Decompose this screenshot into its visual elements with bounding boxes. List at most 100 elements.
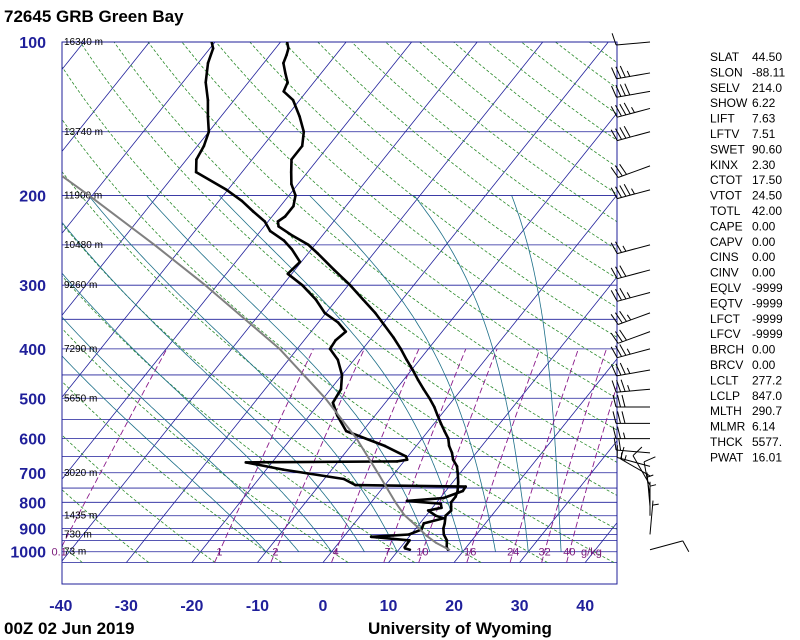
wind-barb-half-flag [652, 503, 659, 506]
wind-barb-half-flag [626, 314, 632, 321]
dewpoint-profile-segment [334, 330, 348, 342]
dry-adiabat [62, 171, 548, 563]
temperature-profile-segment [373, 311, 387, 327]
moist-adiabat [62, 355, 267, 552]
mixing-ratio-labels: 0.1 1 2 4 7 10 16 24 32 40 g/kg [51, 547, 601, 559]
index-value: 277.2 [752, 373, 782, 387]
wind-barb-flag [614, 165, 623, 177]
temperature-profile-segment [399, 347, 408, 362]
wind-barb-flag [615, 289, 622, 301]
dry-adiabat [62, 489, 149, 563]
temperature-tick-label: 40 [576, 598, 594, 615]
wind-barb-half-flag [626, 367, 631, 374]
wind-barb-flag [682, 540, 690, 552]
wind-barb-flag [619, 344, 627, 356]
temperature-tick-label: -20 [180, 598, 203, 615]
pressure-tick-label: 700 [19, 466, 46, 483]
dewpoint-profile-segment [422, 516, 445, 525]
dewpoint-profile-segment [383, 444, 408, 458]
wind-barb-half-flag [623, 432, 626, 439]
wind-barb-half-flag [627, 385, 631, 392]
wind-barb-flag [611, 33, 617, 46]
parcel-path-segment [403, 514, 421, 530]
index-label: LCLP [710, 389, 740, 403]
wind-barb [649, 481, 657, 516]
wind-barb-half-flag [626, 292, 631, 299]
wind-barb-flag [617, 394, 621, 408]
wind-barb-flag [617, 426, 621, 439]
dewpoint-profile-segment [263, 220, 272, 233]
dry-adiabat [62, 380, 282, 563]
mixing-ratio-label: 40 [563, 547, 575, 559]
wind-barb [610, 163, 651, 178]
moist-adiabat [511, 195, 562, 552]
parcel-path-segment [12, 132, 39, 160]
mixing-ratio-label: 32 [538, 547, 550, 559]
isotherm-line [62, 42, 412, 480]
index-label: SWET [710, 142, 745, 156]
wind-barb-shaft [616, 90, 651, 98]
wind-barb [610, 287, 651, 302]
wind-barbs [610, 33, 690, 552]
parcel-path-segment [355, 437, 379, 474]
wind-barb-flag [615, 84, 622, 97]
wind-barb-flag [610, 187, 618, 199]
wind-barb-flag [610, 346, 618, 358]
parcel-path [12, 132, 451, 551]
temperature-profile-segment [276, 215, 287, 223]
temperature-profile-segment [332, 268, 352, 287]
wind-barb-flag [619, 265, 627, 277]
isotherm-line [126, 42, 544, 563]
temperature-profile-segment [316, 252, 336, 272]
wind-barb [610, 125, 651, 142]
wind-barb [612, 411, 651, 424]
index-value: -9999 [752, 281, 783, 295]
height-label: 5650 m [64, 393, 97, 404]
parcel-path-segment [88, 194, 156, 246]
mixing-ratio-line [466, 348, 541, 563]
temperature-profile-segment [277, 225, 295, 238]
wind-barb [611, 362, 651, 377]
temperature-axis: -40 -30 -20 -10 0 10 20 30 40 [49, 598, 594, 615]
wind-barb-flag [619, 103, 627, 116]
parcel-path-segment [418, 527, 428, 537]
index-label: SLON [710, 65, 743, 79]
index-value: 6.22 [752, 96, 776, 110]
index-value: 16.01 [752, 450, 782, 464]
height-label: 11900 m [64, 190, 102, 201]
index-label: THCK [710, 435, 743, 449]
mixing-ratio-line [541, 348, 607, 563]
moist-adiabat [62, 221, 365, 552]
temperature-profile-segment [290, 182, 297, 197]
wind-barb-flag [615, 128, 622, 140]
temperature-profile-segment [436, 413, 443, 425]
wind-barb [610, 265, 651, 280]
isotherm-line [0, 42, 18, 563]
wind-barb-flag [619, 362, 626, 375]
temperature-tick-label: 30 [511, 598, 529, 615]
pressure-tick-label: 900 [19, 521, 46, 538]
index-label: VTOT [710, 189, 742, 203]
pressure-tick-label: 1000 [10, 545, 46, 562]
parcel-path-segment [278, 347, 327, 400]
dewpoint-profile-segment [244, 460, 399, 464]
wind-barb-flag [610, 290, 618, 302]
height-label: 9260 m [64, 280, 97, 291]
height-label: 3020 m [64, 468, 97, 479]
wind-barb [610, 102, 651, 118]
dry-adiabat [79, 42, 617, 496]
wind-barb-flag [615, 105, 622, 117]
mixing-ratio-line [509, 348, 579, 563]
wind-barb-flag [610, 332, 619, 344]
wind-barb-half-flag [626, 70, 631, 77]
dewpoint-profile-segment [426, 506, 443, 512]
dewpoint-profile-segment [204, 61, 210, 84]
dewpoint-profile-segment [282, 239, 294, 251]
temperature-profile-segment [291, 234, 310, 247]
mixing-ratio-line [331, 348, 420, 563]
index-label: MLMR [710, 420, 746, 434]
wind-barb-flag [619, 127, 627, 139]
index-label: CAPE [710, 219, 743, 233]
pressure-tick-label: 100 [19, 35, 46, 52]
